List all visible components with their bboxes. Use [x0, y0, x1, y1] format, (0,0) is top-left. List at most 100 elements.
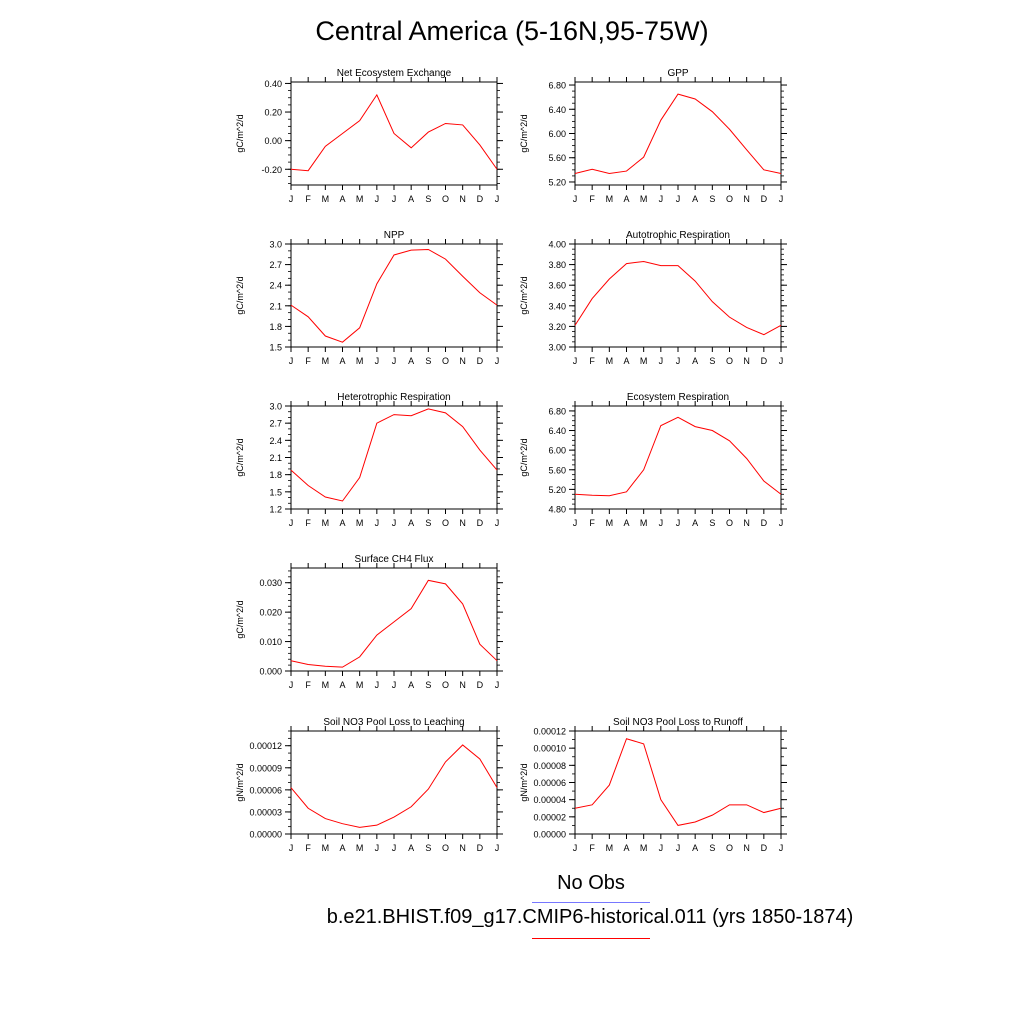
x-tick-label: O [442, 518, 449, 528]
x-tick-label: A [692, 843, 698, 853]
x-tick-label: S [709, 194, 715, 204]
x-tick-label: J [573, 356, 578, 366]
chart-title: Heterotrophic Respiration [337, 392, 450, 403]
x-tick-label: A [408, 356, 414, 366]
chart-title: Ecosystem Respiration [627, 392, 729, 403]
x-tick-label: A [339, 843, 345, 853]
series-line [574, 416, 782, 497]
x-tick-label: M [356, 843, 364, 853]
chart-npp: NPP J F M A M J J A S O N D J 1.5 1.8 2.1 2.4 2.7 3.0 gC/m^2… [220, 224, 510, 374]
x-tick-label: O [726, 518, 733, 528]
chart-soil-no3-runoff: Soil NO3 Pool Loss to Runoff J F M A M J J A S O N D… [504, 711, 794, 861]
y-tick-label: 3.0 [269, 402, 282, 412]
x-tick-label: J [375, 680, 380, 690]
x-tick-label: N [459, 356, 466, 366]
chart-soil-no3-leaching: Soil NO3 Pool Loss to Leaching J F M A M J J A S O… [220, 711, 510, 861]
x-tick-label: M [322, 843, 330, 853]
x-tick-label: M [606, 194, 614, 204]
series-line [290, 248, 498, 343]
plot-frame [290, 405, 498, 510]
y-tick-label: 1.2 [269, 505, 282, 515]
x-tick-label: D [477, 518, 484, 528]
x-tick-label: J [375, 843, 380, 853]
x-tick-label: A [408, 194, 414, 204]
x-tick-label: F [305, 680, 311, 690]
x-tick-label: S [425, 680, 431, 690]
x-tick-label: N [459, 680, 466, 690]
x-tick-label: J [573, 194, 578, 204]
x-tick-label: O [726, 843, 733, 853]
y-tick-label: 3.00 [548, 343, 566, 353]
x-tick-label: M [606, 518, 614, 528]
x-tick-label: F [305, 518, 311, 528]
x-tick-label: J [676, 194, 681, 204]
y-tick-label: 1.5 [269, 487, 282, 497]
series-line [574, 738, 782, 826]
x-tick-label: O [442, 356, 449, 366]
x-tick-label: J [779, 518, 784, 528]
x-tick-label: N [743, 194, 750, 204]
x-tick-label: D [477, 356, 484, 366]
x-tick-label: M [322, 356, 330, 366]
series-line [574, 261, 782, 336]
x-tick-label: J [495, 356, 500, 366]
x-tick-label: F [305, 194, 311, 204]
x-tick-label: J [289, 194, 294, 204]
x-tick-label: J [676, 356, 681, 366]
x-tick-label: S [425, 518, 431, 528]
chart-surface-ch4-flux: Surface CH4 Flux J F M A M J J A S O N D J 0.000 0.010 0… [220, 548, 510, 698]
x-tick-label: J [573, 843, 578, 853]
y-axis-label: gC/m^2/d [235, 114, 245, 152]
x-tick-label: N [743, 518, 750, 528]
page-title: Central America (5-16N,95-75W) [315, 16, 709, 46]
y-tick-label: 0.00008 [533, 761, 566, 771]
legend-obs-label: No Obs [557, 872, 625, 894]
y-tick-label: 3.80 [548, 260, 566, 270]
x-tick-label: F [589, 356, 595, 366]
y-tick-label: 6.40 [548, 105, 566, 115]
y-tick-label: 3.60 [548, 281, 566, 291]
y-tick-label: 4.80 [548, 505, 566, 515]
y-tick-label: 0.00012 [533, 727, 566, 737]
chart-ecosystem-respiration: Ecosystem Respiration J F M A M J J A S O N D J 4.80 5.… [504, 386, 794, 536]
y-tick-label: 3.0 [269, 240, 282, 250]
y-tick-label: 2.7 [269, 260, 282, 270]
x-tick-label: S [425, 356, 431, 366]
x-tick-label: J [375, 518, 380, 528]
y-tick-label: 2.1 [269, 301, 282, 311]
x-tick-label: J [659, 843, 664, 853]
x-tick-label: A [339, 680, 345, 690]
x-tick-label: J [392, 194, 397, 204]
x-tick-label: J [495, 843, 500, 853]
chart-title: GPP [667, 68, 688, 79]
y-tick-label: -0.20 [261, 165, 282, 175]
x-tick-label: A [339, 356, 345, 366]
x-tick-label: A [408, 680, 414, 690]
x-tick-label: A [692, 356, 698, 366]
y-tick-label: 6.80 [548, 81, 566, 91]
x-tick-label: D [477, 843, 484, 853]
y-tick-label: 6.80 [548, 406, 566, 416]
x-tick-label: M [322, 680, 330, 690]
x-tick-label: J [289, 843, 294, 853]
y-tick-label: 0.020 [259, 608, 282, 618]
plot-frame [574, 405, 782, 510]
y-axis-label: gC/m^2/d [235, 276, 245, 314]
y-tick-label: 5.60 [548, 153, 566, 163]
y-tick-label: 1.8 [269, 322, 282, 332]
x-tick-label: M [322, 518, 330, 528]
x-tick-label: N [743, 843, 750, 853]
x-tick-label: J [375, 356, 380, 366]
x-tick-label: D [477, 680, 484, 690]
x-tick-label: A [623, 843, 629, 853]
x-tick-label: F [305, 356, 311, 366]
y-tick-label: 0.000 [259, 667, 282, 677]
x-tick-label: O [442, 843, 449, 853]
y-tick-label: 3.40 [548, 301, 566, 311]
chart-net-ecosystem-exchange: Net Ecosystem Exchange J F M A M J J A S O N D J -0.20… [220, 62, 510, 212]
y-tick-label: 0.010 [259, 637, 282, 647]
